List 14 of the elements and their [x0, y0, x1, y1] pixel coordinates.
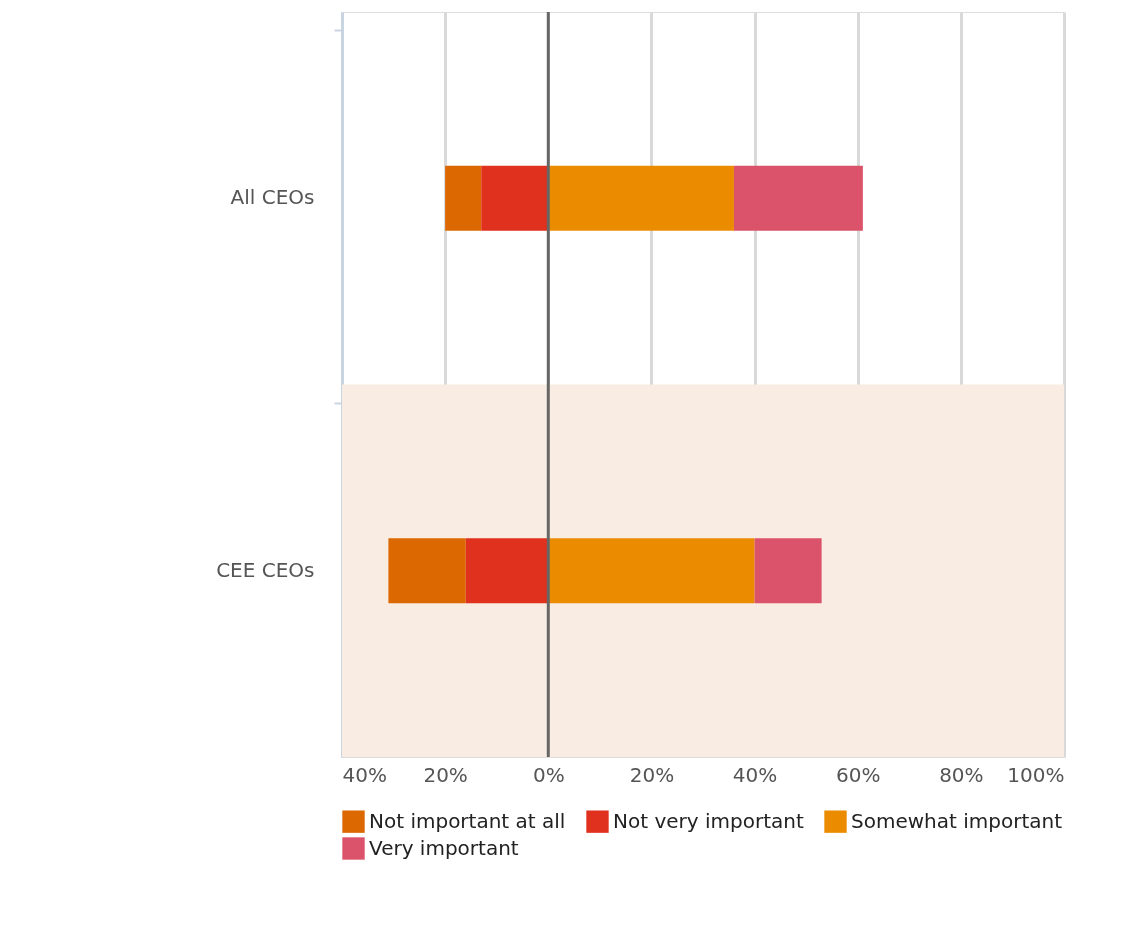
x-tick-label: 40%: [342, 762, 387, 787]
y-tick-label: CEE CEOs: [216, 557, 315, 582]
legend-label: Very important: [369, 835, 519, 860]
legend-label: Not important at all: [369, 808, 566, 833]
x-tick-label: 0%: [532, 762, 565, 787]
x-tick-label: 40%: [732, 762, 778, 787]
x-tick-label: 20%: [423, 762, 468, 787]
x-tick-label: 80%: [939, 762, 984, 787]
x-tick-label: 60%: [835, 762, 881, 787]
y-tick-label: All CEOs: [230, 185, 315, 210]
legend-label: Somewhat important: [851, 808, 1063, 833]
x-tick-label: 100%: [1007, 762, 1065, 787]
x-tick-label: 20%: [629, 762, 675, 787]
legend-label: Not very important: [613, 808, 804, 833]
